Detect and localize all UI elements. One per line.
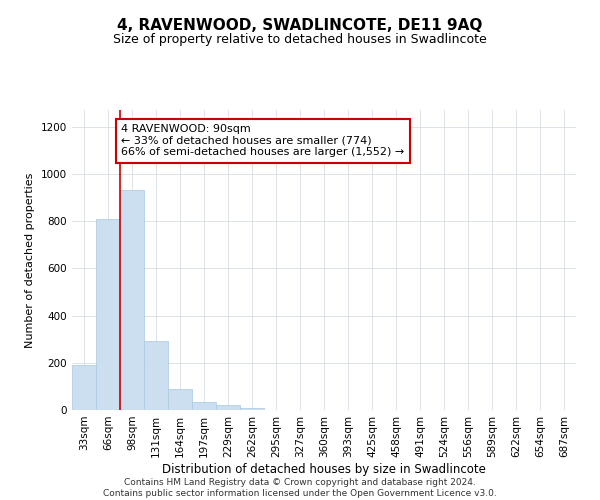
Bar xyxy=(144,342,168,410)
Bar xyxy=(216,406,240,410)
Bar xyxy=(192,402,216,410)
Text: Size of property relative to detached houses in Swadlincote: Size of property relative to detached ho… xyxy=(113,32,487,46)
Bar xyxy=(240,408,264,410)
Bar xyxy=(72,365,96,410)
Bar xyxy=(120,190,144,410)
Bar xyxy=(96,218,120,410)
X-axis label: Distribution of detached houses by size in Swadlincote: Distribution of detached houses by size … xyxy=(162,462,486,475)
Y-axis label: Number of detached properties: Number of detached properties xyxy=(25,172,35,348)
Bar xyxy=(168,388,192,410)
Text: 4, RAVENWOOD, SWADLINCOTE, DE11 9AQ: 4, RAVENWOOD, SWADLINCOTE, DE11 9AQ xyxy=(118,18,482,32)
Text: 4 RAVENWOOD: 90sqm
← 33% of detached houses are smaller (774)
66% of semi-detach: 4 RAVENWOOD: 90sqm ← 33% of detached hou… xyxy=(121,124,404,158)
Text: Contains HM Land Registry data © Crown copyright and database right 2024.
Contai: Contains HM Land Registry data © Crown c… xyxy=(103,478,497,498)
